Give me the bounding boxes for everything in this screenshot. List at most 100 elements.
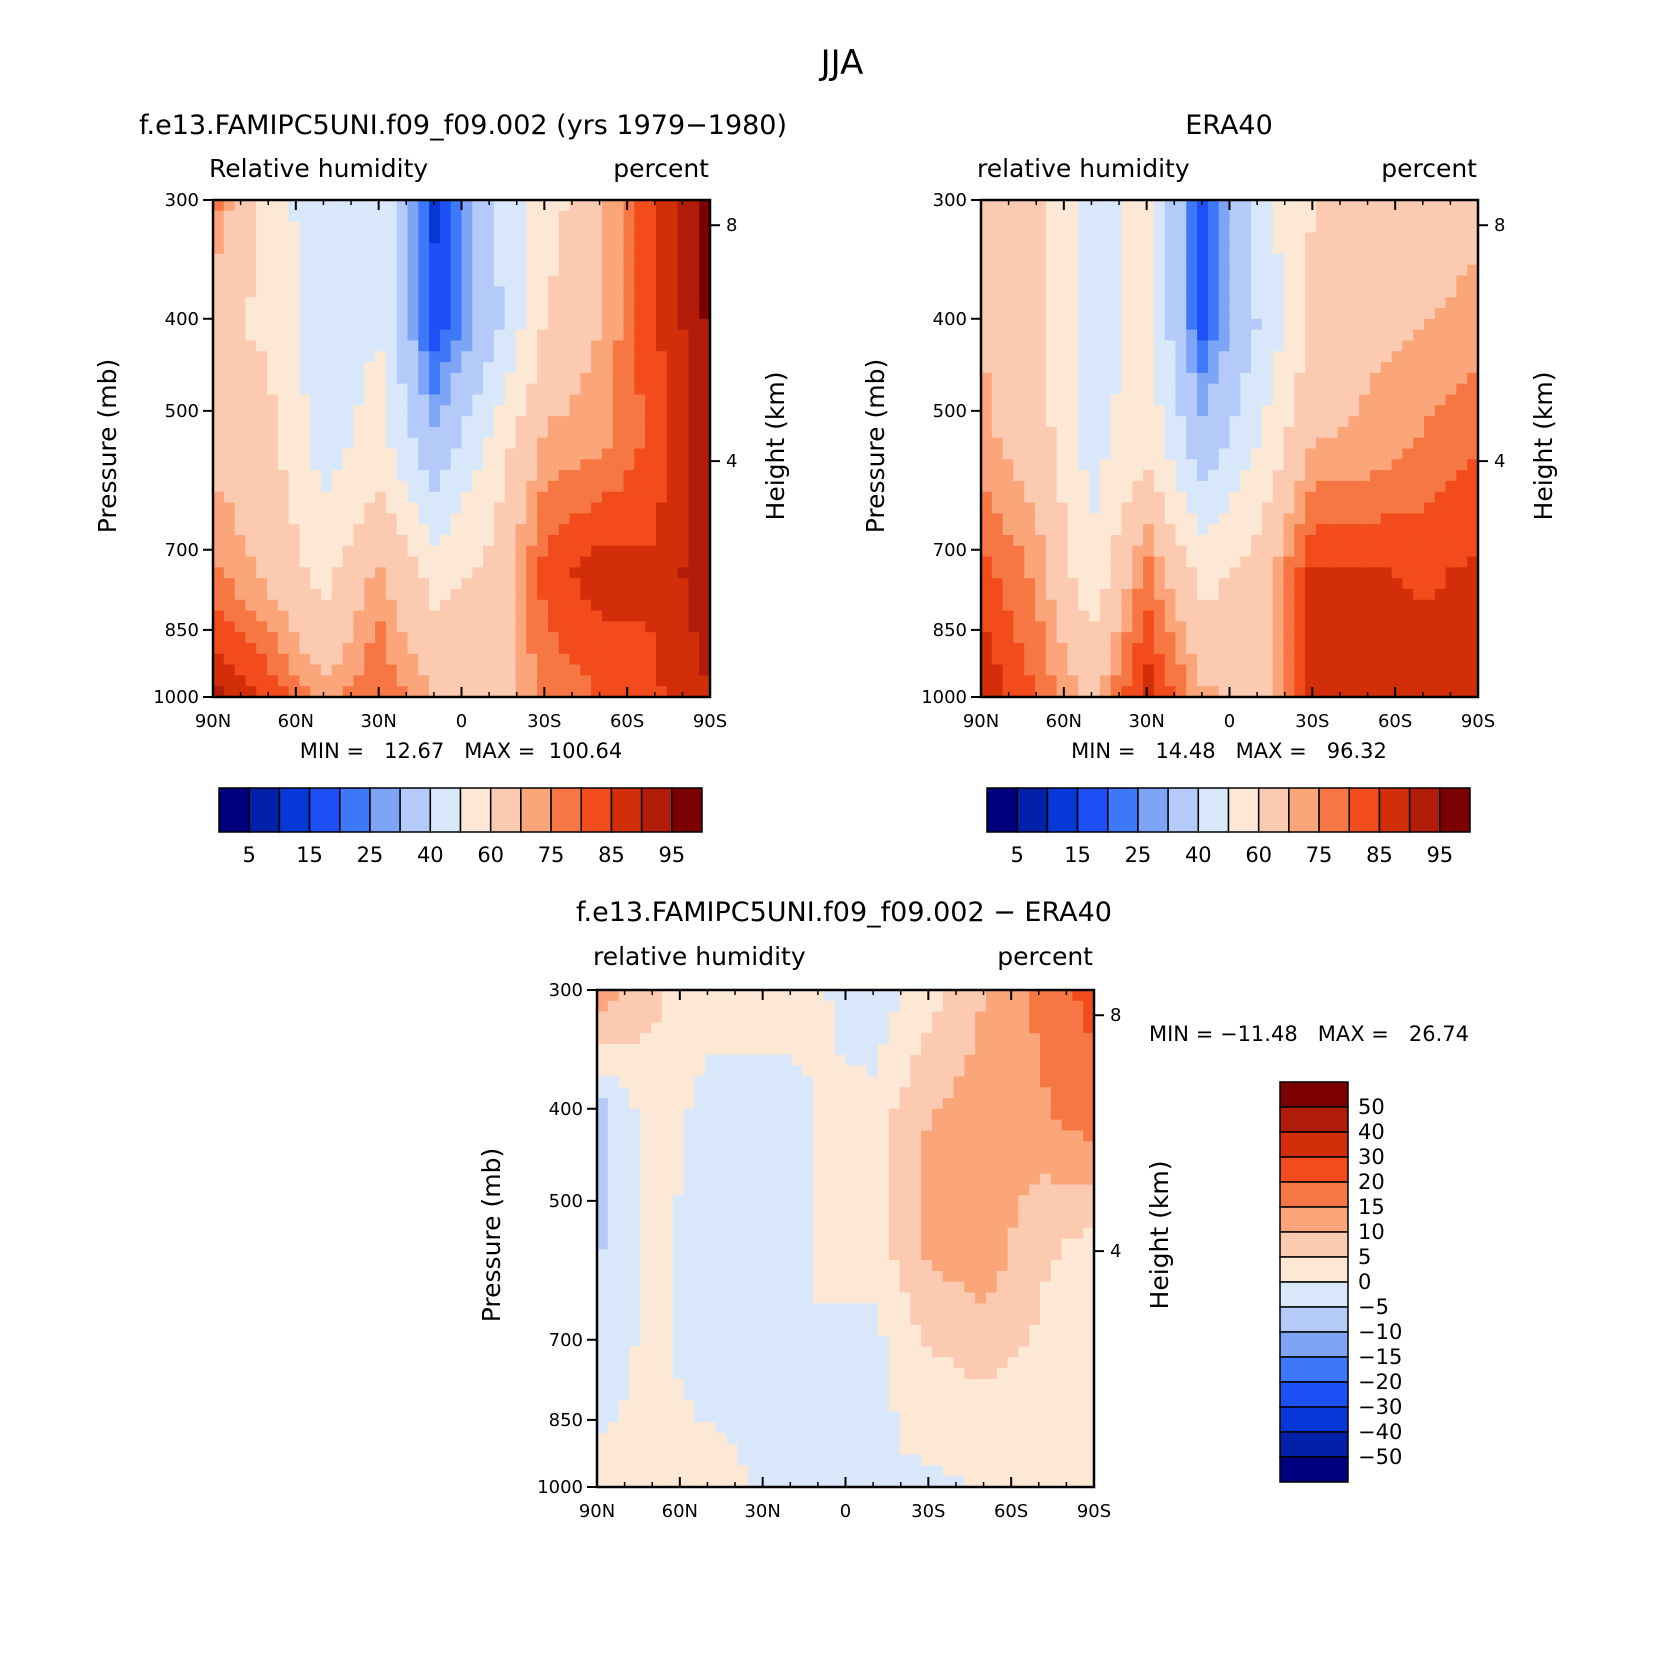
field-cell: [867, 990, 879, 1002]
field-cell: [597, 1108, 609, 1121]
field-cell: [429, 232, 441, 244]
field-cell: [1089, 362, 1101, 374]
field-cell: [931, 1000, 944, 1013]
field-cell: [1218, 470, 1231, 482]
field-cell: [299, 254, 311, 266]
field-cell: [1283, 491, 1295, 504]
field-cell: [813, 990, 825, 1002]
field-cell: [1456, 243, 1468, 255]
field-cell: [407, 502, 419, 514]
field-cell: [1337, 502, 1349, 514]
field-cell: [461, 437, 473, 450]
field-cell: [537, 286, 549, 298]
field-cell: [1380, 340, 1393, 352]
field-cell: [342, 686, 355, 698]
field-cell: [1018, 1065, 1030, 1078]
field-cell: [655, 362, 668, 374]
field-cell: [1099, 308, 1112, 320]
field-cell: [1283, 621, 1295, 633]
field-cell: [1072, 1011, 1084, 1024]
field-cell: [942, 1000, 955, 1013]
field-cell: [1175, 340, 1187, 352]
field-cell: [288, 437, 301, 450]
field-cell: [472, 308, 484, 320]
field-cell: [1337, 254, 1349, 266]
field-cell: [1423, 318, 1436, 331]
field-cell: [1207, 243, 1220, 255]
field-cell: [1035, 210, 1047, 223]
field-cell: [526, 470, 538, 482]
field-cell: [1380, 491, 1393, 504]
field-cell: [580, 318, 592, 331]
field-cell: [1218, 556, 1231, 568]
field-cell: [223, 362, 236, 374]
field-cell: [1132, 675, 1144, 687]
field-cell: [1164, 556, 1177, 568]
field-cell: [1035, 686, 1047, 698]
field-cell: [407, 394, 419, 406]
field-cell: [1229, 588, 1241, 601]
field-cell: [526, 437, 538, 450]
field-cell: [1359, 491, 1371, 504]
field-cell: [1467, 308, 1479, 320]
field-cell: [439, 567, 452, 579]
field-cell: [699, 286, 711, 298]
field-cell: [1261, 221, 1274, 234]
field-cell: [1380, 502, 1393, 514]
field-cell: [1045, 318, 1058, 331]
field-cell: [1035, 426, 1047, 439]
field-cell: [996, 1011, 1009, 1024]
field-cell: [1369, 610, 1382, 622]
field-cell: [623, 221, 635, 234]
field-cell: [558, 653, 571, 666]
field-cell: [580, 329, 592, 342]
field-cell: [1207, 545, 1220, 558]
field-cell: [267, 372, 279, 385]
field-cell: [1251, 621, 1263, 633]
field-cell: [375, 588, 387, 601]
field-cell: [310, 416, 322, 428]
field-cell: [1391, 480, 1403, 493]
field-cell: [1359, 588, 1371, 601]
field-cell: [1380, 545, 1393, 558]
field-cell: [688, 480, 700, 493]
field-cell: [1186, 340, 1198, 352]
field-cell: [1261, 578, 1274, 590]
field-cell: [1078, 308, 1090, 320]
field-cell: [991, 340, 1004, 352]
field-cell: [655, 578, 668, 590]
field-cell: [1207, 275, 1220, 288]
field-cell: [353, 394, 365, 406]
field-cell: [1207, 664, 1220, 676]
field-cell: [1050, 1054, 1063, 1067]
field-cell: [213, 426, 225, 439]
field-cell: [288, 470, 301, 482]
field-cell: [1197, 286, 1209, 298]
field-cell: [321, 416, 333, 428]
field-cell: [1164, 308, 1177, 320]
field-cell: [666, 394, 679, 406]
field-cell: [1305, 318, 1317, 331]
field-cell: [407, 534, 419, 547]
field-cell: [1445, 437, 1457, 450]
field-cell: [1035, 545, 1047, 558]
field-cell: [515, 254, 527, 266]
field-cell: [504, 318, 517, 331]
field-cell: [569, 351, 581, 363]
field-cell: [1002, 524, 1015, 536]
field-cell: [537, 426, 549, 439]
field-cell: [597, 1011, 609, 1024]
field-cell: [558, 243, 571, 255]
field-cell: [634, 243, 646, 255]
field-cell: [1089, 502, 1101, 514]
field-cell: [1229, 318, 1241, 331]
field-cell: [331, 254, 344, 266]
field-cell: [439, 297, 452, 309]
field-cell: [1186, 653, 1198, 666]
field-cell: [342, 664, 355, 676]
field-cell: [1121, 362, 1133, 374]
field-cell: [1326, 675, 1339, 687]
field-cell: [975, 1065, 987, 1078]
field-cell: [558, 534, 571, 547]
field-cell: [981, 210, 993, 223]
